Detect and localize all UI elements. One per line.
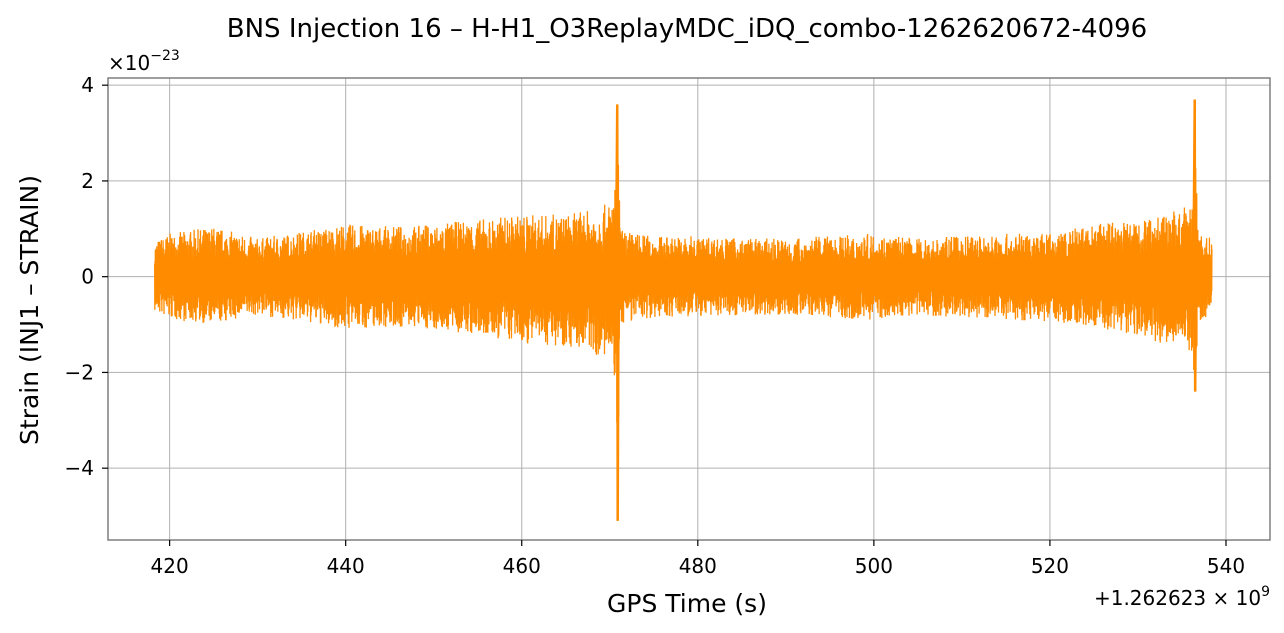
x-offset-label: +1.262623 × 109 — [1094, 584, 1270, 610]
y-tick-label: −2 — [65, 360, 94, 384]
y-tick-label: 4 — [81, 73, 94, 97]
axes-frame — [107, 77, 1271, 541]
y-tick-label: −4 — [65, 456, 94, 480]
y-tick-label: 2 — [81, 169, 94, 193]
x-tick-label: 480 — [679, 554, 717, 578]
y-ticks: −4 −2 0 2 4 — [65, 73, 108, 480]
x-tick-label: 520 — [1031, 554, 1069, 578]
chart-title: BNS Injection 16 – H-H1_O3ReplayMDC_iDQ_… — [227, 14, 1147, 44]
x-ticks: 420 440 460 480 500 520 540 — [151, 540, 1245, 578]
x-tick-label: 500 — [855, 554, 893, 578]
x-axis-label: GPS Time (s) — [607, 589, 767, 618]
strain-spike — [1192, 99, 1198, 392]
plot-area — [154, 99, 1213, 521]
x-tick-label: 460 — [503, 554, 541, 578]
x-tick-label: 420 — [151, 554, 189, 578]
y-axis-label: Strain (INJ1 – STRAIN) — [15, 175, 44, 445]
y-scale-label: ×10−23 — [108, 48, 180, 75]
strain-series-line — [154, 112, 1213, 425]
strain-spike — [614, 104, 620, 521]
y-tick-label: 0 — [81, 265, 94, 289]
x-tick-label: 540 — [1207, 554, 1245, 578]
x-tick-label: 440 — [327, 554, 365, 578]
